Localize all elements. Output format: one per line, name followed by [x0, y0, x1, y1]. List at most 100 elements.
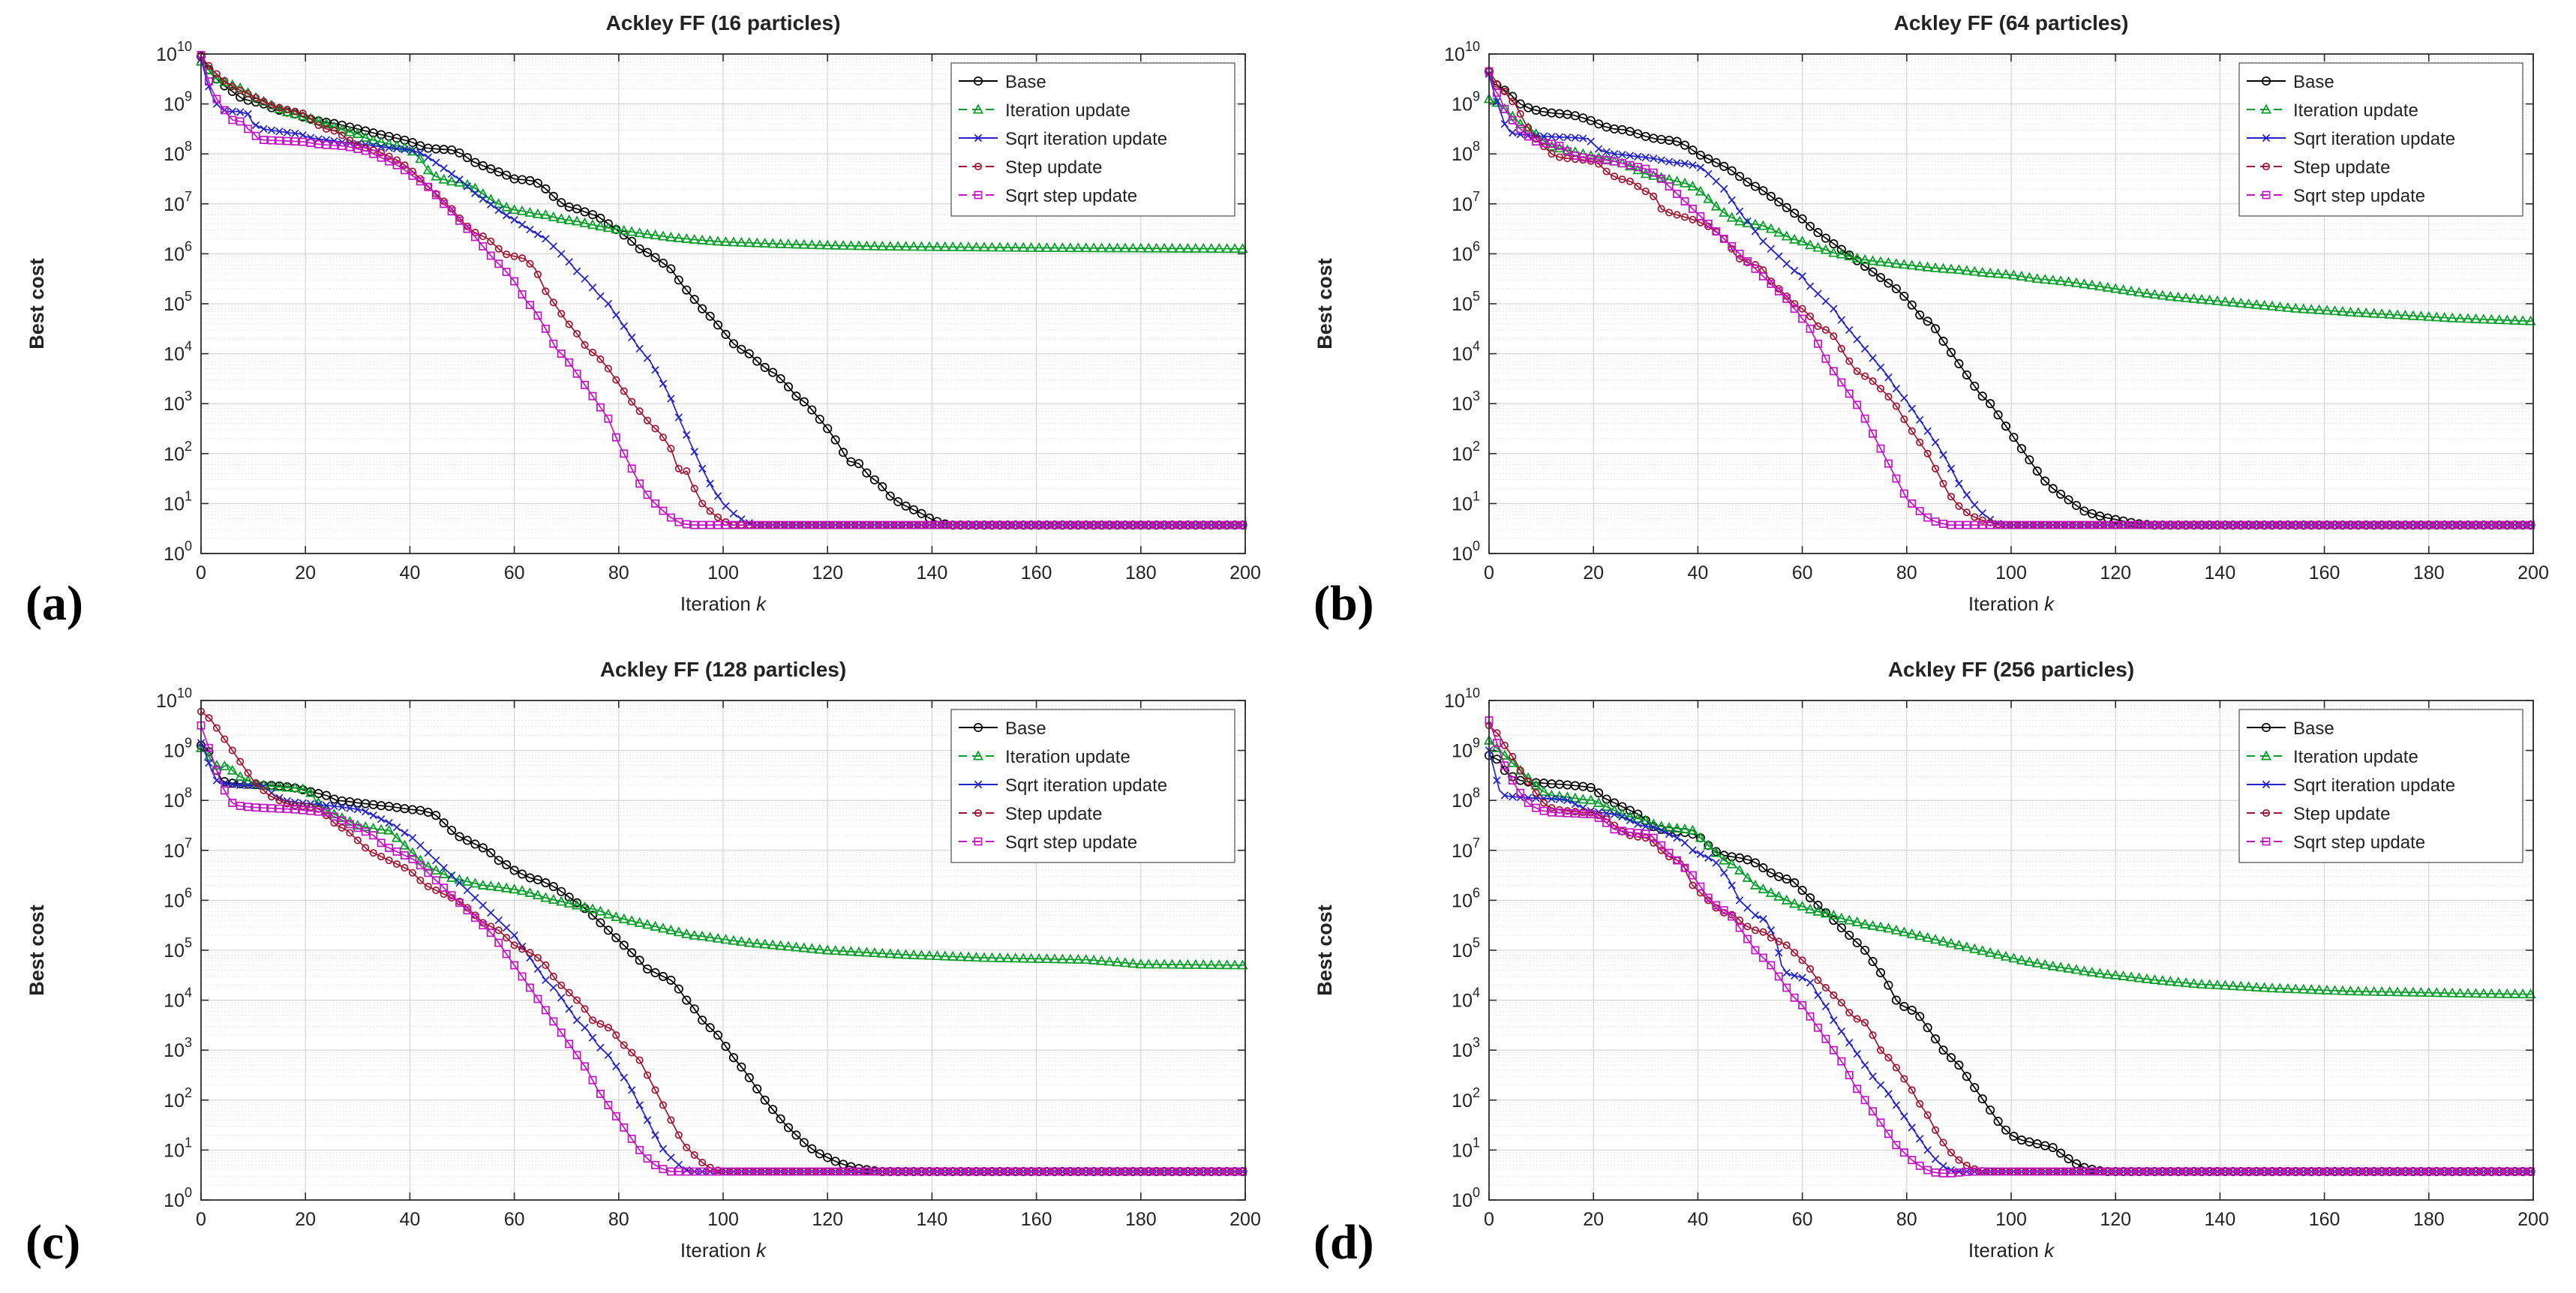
legend-label: Sqrt iteration update: [1005, 776, 1167, 796]
svg-text:108: 108: [1452, 785, 1480, 812]
svg-text:180: 180: [1125, 562, 1157, 584]
svg-text:102: 102: [1452, 439, 1480, 465]
svg-text:160: 160: [2309, 1209, 2340, 1230]
series-triangle: [195, 56, 1248, 254]
svg-text:120: 120: [2100, 1209, 2131, 1230]
chart-b: 0 20 40 60 80 100 120 140 160 180 200 1010 109 108 107…: [1288, 0, 2576, 646]
svg-text:103: 103: [164, 1035, 192, 1061]
svg-text:0: 0: [196, 562, 206, 584]
svg-text:107: 107: [1452, 189, 1480, 215]
svg-text:107: 107: [164, 836, 192, 862]
axes-frame: 0 20 40 60 80 100 120 140 160 180 200 1010 109 108 107…: [1444, 39, 2549, 584]
x-axis-label: Iteration k: [1968, 1239, 2055, 1262]
legend-label: Sqrt iteration update: [2293, 776, 2455, 796]
series-square: [197, 50, 1247, 530]
svg-text:108: 108: [164, 139, 192, 165]
svg-text:120: 120: [2100, 562, 2131, 584]
legend-label: Sqrt step update: [1005, 186, 1137, 206]
svg-text:40: 40: [1687, 1209, 1708, 1230]
svg-text:1010: 1010: [156, 686, 192, 712]
svg-text:180: 180: [2413, 562, 2445, 584]
legend-label: Iteration update: [2293, 100, 2418, 121]
legend: Base Iteration update Sqrt iteration updat…: [950, 709, 1235, 863]
legend-label: Sqrt step update: [1005, 832, 1137, 853]
x-axis-label: Iteration k: [680, 1239, 767, 1262]
svg-text:104: 104: [1452, 986, 1480, 1012]
svg-text:0: 0: [196, 1209, 206, 1230]
svg-text:108: 108: [1452, 139, 1480, 165]
svg-text:200: 200: [1229, 1209, 1261, 1230]
svg-text:200: 200: [1229, 562, 1261, 584]
svg-text:105: 105: [1452, 289, 1480, 315]
chart-d: 0 20 40 60 80 100 120 140 160 180 200 1010 109 108 107…: [1288, 646, 2576, 1293]
svg-text:101: 101: [1452, 488, 1480, 514]
svg-text:20: 20: [1583, 1209, 1604, 1230]
svg-text:103: 103: [1452, 388, 1480, 415]
svg-text:102: 102: [1452, 1085, 1480, 1112]
svg-text:102: 102: [164, 439, 192, 465]
svg-text:105: 105: [164, 935, 192, 962]
axes-frame: 0 20 40 60 80 100 120 140 160 180 200 1010 109 108 107…: [1444, 686, 2549, 1230]
svg-text:109: 109: [164, 89, 192, 116]
svg-text:100: 100: [164, 1185, 192, 1211]
svg-text:100: 100: [707, 1209, 739, 1230]
svg-text:100: 100: [1995, 562, 2027, 584]
svg-text:60: 60: [504, 562, 525, 584]
svg-text:140: 140: [2205, 562, 2236, 584]
svg-text:105: 105: [1452, 935, 1480, 962]
svg-text:140: 140: [917, 1209, 948, 1230]
legend-label: Step update: [2293, 804, 2390, 824]
legend-label: Step update: [1005, 158, 1102, 178]
svg-text:160: 160: [2309, 562, 2340, 584]
panel-a-16-particles: 0 20 40 60 80 100 120 140 160 180 200 1010 109 108 107…: [0, 0, 1288, 646]
legend-label: Iteration update: [2293, 747, 2418, 767]
svg-text:104: 104: [1452, 339, 1480, 365]
svg-text:20: 20: [295, 1209, 316, 1230]
svg-text:120: 120: [812, 562, 843, 584]
chart-title: Ackley FF (64 particles): [1894, 11, 2129, 34]
axes-frame: 0 20 40 60 80 100 120 140 160 180 200 1010 109 108 107…: [156, 39, 1261, 584]
svg-text:1010: 1010: [1444, 39, 1480, 65]
svg-text:106: 106: [1452, 885, 1480, 911]
x-axis-label: Iteration k: [1968, 592, 2055, 615]
legend-label: Sqrt step update: [2293, 832, 2425, 853]
svg-text:60: 60: [504, 1209, 525, 1230]
svg-text:40: 40: [399, 562, 420, 584]
svg-text:20: 20: [295, 562, 316, 584]
svg-text:200: 200: [2517, 1209, 2549, 1230]
series-square: [1485, 716, 2535, 1178]
grid: [201, 54, 1245, 554]
x-axis-label: Iteration k: [680, 592, 767, 615]
series-triangle: [1483, 734, 2536, 999]
svg-text:109: 109: [1452, 89, 1480, 116]
chart-title: Ackley FF (128 particles): [600, 658, 846, 681]
legend-label: Iteration update: [1005, 100, 1130, 121]
chart-a: 0 20 40 60 80 100 120 140 160 180 200 1010 109 108 107…: [0, 0, 1288, 646]
svg-text:200: 200: [2517, 562, 2549, 584]
series-triangle: [195, 742, 1248, 970]
svg-text:100: 100: [164, 538, 192, 565]
legend-label: Base: [2293, 718, 2334, 739]
chart-title: Ackley FF (256 particles): [1888, 658, 2134, 681]
panel-c-128-particles: 0 20 40 60 80 100 120 140 160 180 200 1010 109 108 107…: [0, 646, 1288, 1293]
svg-text:101: 101: [164, 488, 192, 514]
legend-label: Iteration update: [1005, 747, 1130, 767]
panel-b-64-particles: 0 20 40 60 80 100 120 140 160 180 200 1010 109 108 107…: [1288, 0, 2576, 646]
svg-text:0: 0: [1484, 1209, 1494, 1230]
svg-text:102: 102: [164, 1085, 192, 1112]
legend-label: Step update: [1005, 804, 1102, 824]
chart-c: 0 20 40 60 80 100 120 140 160 180 200 1010 109 108 107…: [0, 646, 1288, 1293]
panel-d-256-particles: 0 20 40 60 80 100 120 140 160 180 200 1010 109 108 107…: [1288, 646, 2576, 1293]
y-axis-label: Best cost: [26, 258, 48, 350]
svg-text:40: 40: [399, 1209, 420, 1230]
svg-text:60: 60: [1792, 562, 1813, 584]
legend-label: Base: [1005, 718, 1046, 739]
chart-title: Ackley FF (16 particles): [606, 11, 841, 34]
legend-label: Sqrt iteration update: [1005, 129, 1167, 149]
legend-label: Sqrt step update: [2293, 186, 2425, 206]
svg-text:160: 160: [1021, 1209, 1052, 1230]
svg-text:109: 109: [1452, 736, 1480, 762]
legend-label: Sqrt iteration update: [2293, 129, 2455, 149]
svg-text:104: 104: [164, 986, 192, 1012]
panel-letter-d: (d): [1314, 1215, 1374, 1270]
